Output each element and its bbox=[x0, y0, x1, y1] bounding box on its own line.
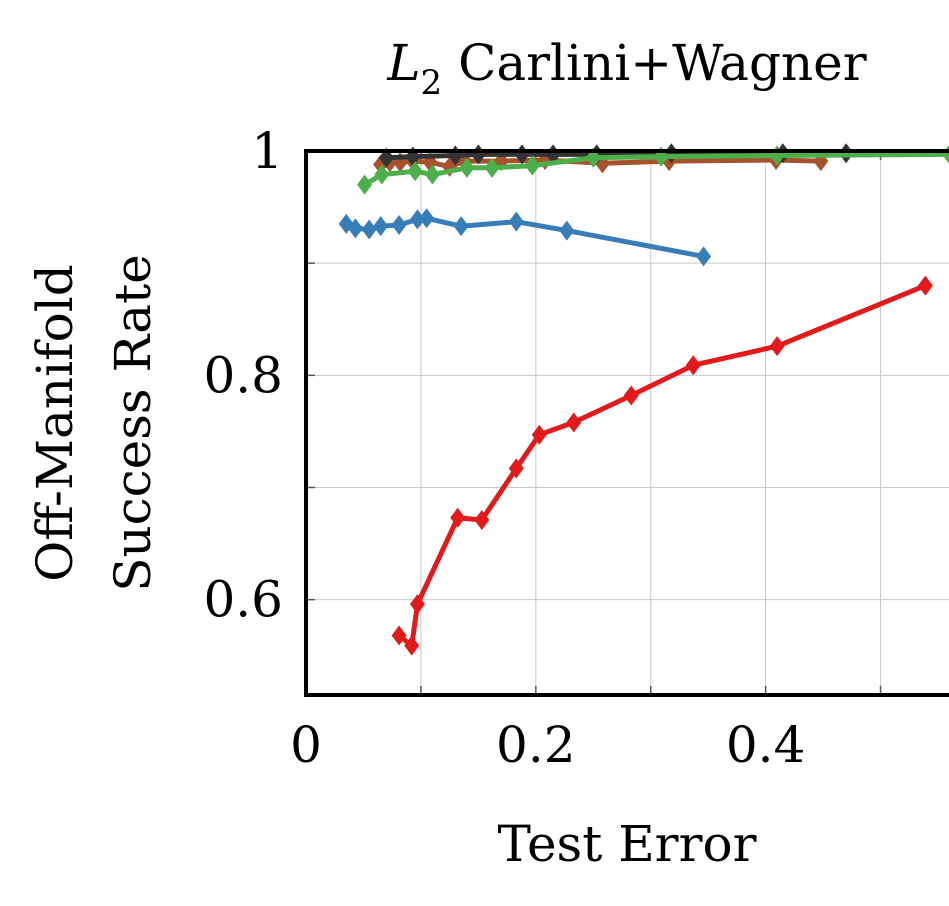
y-tick-label-1: 0.8 bbox=[203, 346, 283, 404]
series-0-point-7 bbox=[566, 412, 582, 433]
gridlines bbox=[306, 151, 949, 695]
series-0-point-10 bbox=[769, 336, 785, 357]
series-0-point-0 bbox=[391, 625, 407, 646]
x-tick-label-2: 0.4 bbox=[726, 716, 806, 774]
series-1-point-9 bbox=[559, 220, 575, 241]
series-0-point-3 bbox=[450, 507, 466, 528]
series-1-point-7 bbox=[453, 216, 469, 237]
series-1-point-6 bbox=[419, 208, 435, 229]
series-1-point-4 bbox=[391, 215, 407, 236]
series-1-point-10 bbox=[696, 246, 712, 267]
series-0-point-4 bbox=[474, 510, 490, 531]
series-4-point-1 bbox=[374, 164, 390, 185]
series-4-point-10 bbox=[942, 145, 949, 164]
series-0-point-9 bbox=[685, 355, 701, 376]
x-tick-label-0: 0 bbox=[290, 716, 322, 774]
x-tick-labels: 0 0.2 0.4 bbox=[290, 716, 805, 774]
series-3-line bbox=[386, 150, 847, 161]
series-1 bbox=[338, 208, 712, 267]
axis-ticks bbox=[306, 151, 882, 695]
series-0-point-6 bbox=[531, 424, 547, 445]
series-4-point-5 bbox=[484, 157, 500, 178]
series-4-point-6 bbox=[524, 155, 540, 176]
series-1-point-2 bbox=[361, 219, 377, 240]
series-4-point-2 bbox=[407, 161, 423, 182]
series-1-point-8 bbox=[508, 211, 524, 232]
y-tick-labels: 0.6 0.8 1 bbox=[203, 122, 283, 629]
series-4-point-4 bbox=[459, 157, 475, 178]
series-0-point-11 bbox=[917, 275, 933, 296]
x-tick-label-1: 0.2 bbox=[496, 716, 576, 774]
plot-frame bbox=[304, 149, 949, 697]
y-tick-label-0: 0.6 bbox=[203, 571, 283, 629]
y-axis-label-line2: Success Rate bbox=[104, 254, 162, 592]
series-group bbox=[338, 143, 949, 656]
x-axis-label: Test Error bbox=[497, 815, 756, 873]
series-1-point-1 bbox=[347, 218, 363, 239]
series-0-point-1 bbox=[404, 635, 420, 656]
series-4-point-0 bbox=[357, 174, 373, 195]
y-tick-label-2: 1 bbox=[251, 122, 283, 180]
chart-title: L2 Carlini+Wagner bbox=[386, 34, 866, 103]
series-0-point-8 bbox=[623, 385, 639, 406]
y-axis-label-line1: Off-Manifold bbox=[26, 264, 84, 581]
series-1-point-3 bbox=[373, 216, 389, 237]
series-0-point-5 bbox=[508, 458, 524, 479]
series-0-point-2 bbox=[409, 594, 425, 615]
series-0 bbox=[391, 275, 933, 656]
series-1-point-5 bbox=[409, 209, 425, 230]
series-0-line bbox=[397, 283, 927, 649]
series-4-point-3 bbox=[424, 164, 440, 185]
